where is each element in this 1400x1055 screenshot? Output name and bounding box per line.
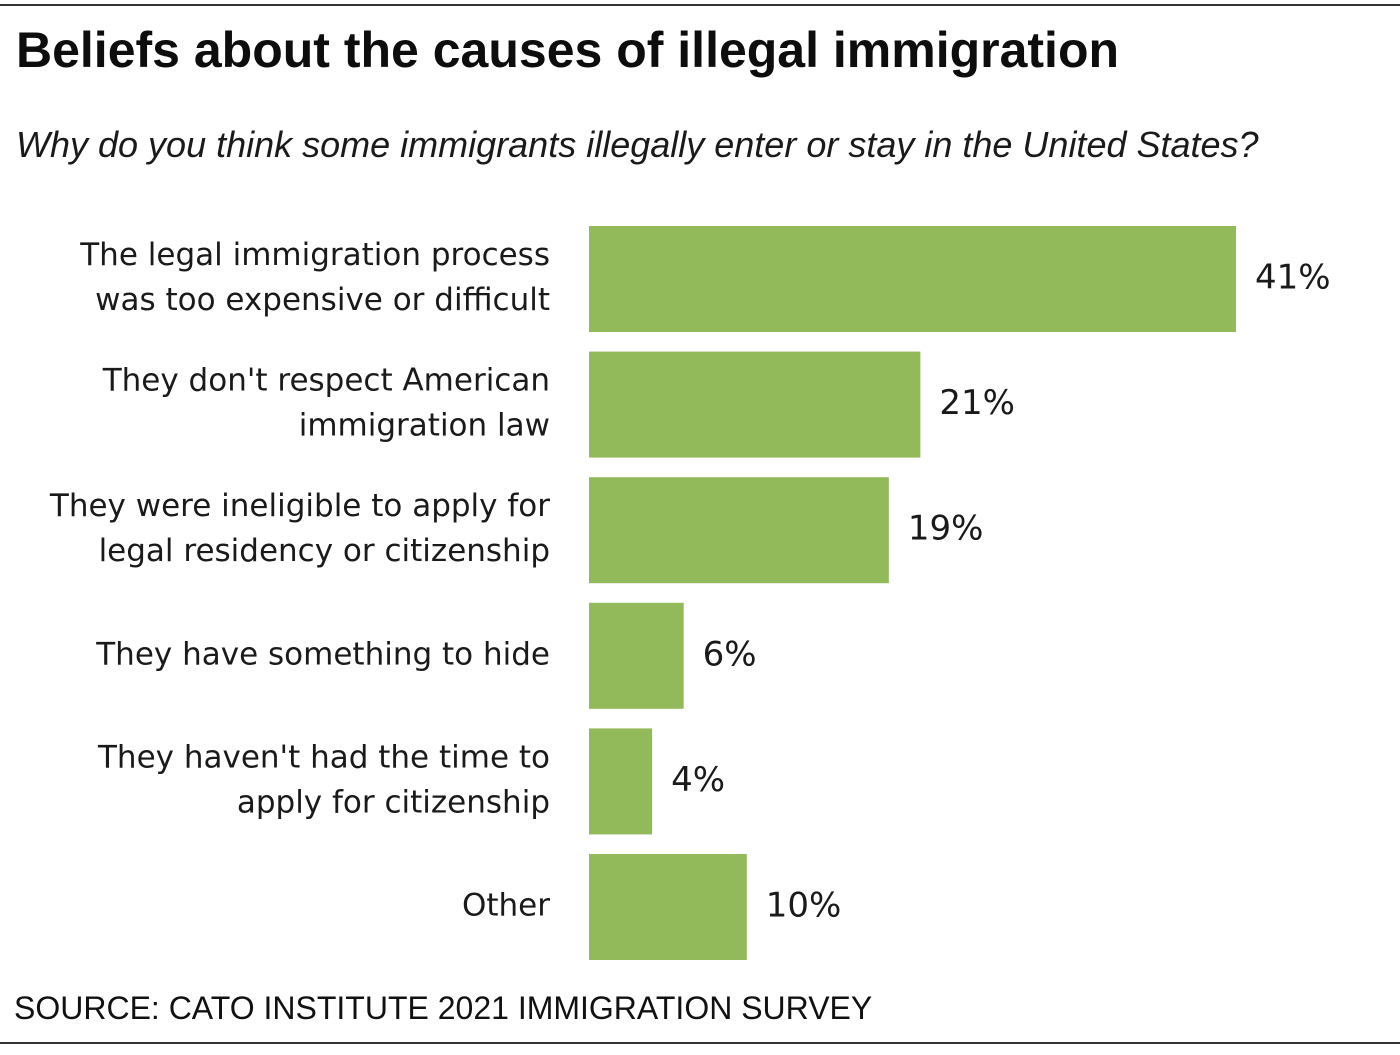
value-label-3: 6% xyxy=(703,634,757,674)
category-label-3-line-0: They have something to hide xyxy=(95,636,550,672)
bottom-rule xyxy=(0,1042,1400,1044)
value-label-0: 41% xyxy=(1255,258,1331,298)
bar-1 xyxy=(589,351,921,458)
bar-4 xyxy=(589,728,653,835)
category-label-2-line-1: legal residency or citizenship xyxy=(99,533,550,569)
category-label-0-line-0: The legal immigration process xyxy=(79,237,550,273)
top-rule xyxy=(0,4,1400,6)
category-label-5-line-0: Other xyxy=(462,888,550,924)
category-label-1-line-0: They don't respect American xyxy=(102,363,550,399)
value-label-2: 19% xyxy=(908,509,984,549)
chart-title: Beliefs about the causes of illegal immi… xyxy=(16,22,1120,78)
source-note: SOURCE: CATO INSTITUTE 2021 IMMIGRATION … xyxy=(14,990,873,1026)
value-label-1: 21% xyxy=(939,383,1015,423)
category-label-0-line-1: was too expensive or difficult xyxy=(95,282,550,318)
category-label-2-line-0: They were ineligible to apply for xyxy=(49,488,550,524)
category-label-1-line-1: immigration law xyxy=(299,408,550,444)
chart-subtitle: Why do you think some immigrants illegal… xyxy=(16,124,1259,165)
value-label-4: 4% xyxy=(671,760,725,800)
category-label-4-line-1: apply for citizenship xyxy=(237,784,550,820)
bar-5 xyxy=(589,854,747,960)
bar-2 xyxy=(589,477,889,584)
value-label-5: 10% xyxy=(766,886,842,926)
category-label-4-line-0: They haven't had the time to xyxy=(97,739,550,775)
bar-3 xyxy=(589,602,684,709)
bar-0 xyxy=(589,226,1236,332)
